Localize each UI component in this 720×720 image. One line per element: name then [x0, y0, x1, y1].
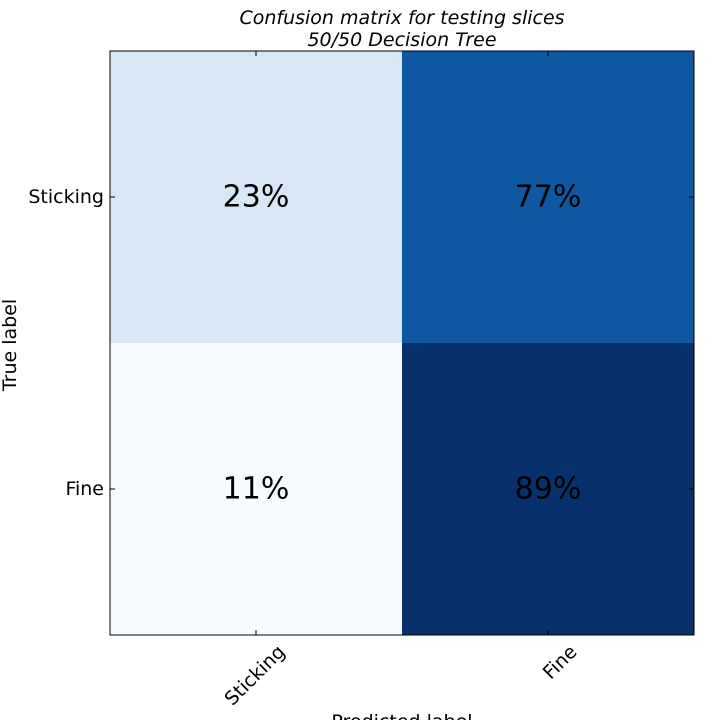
- cell-value-label: 89%: [515, 472, 582, 507]
- y-tick-labels: Sticking Fine: [28, 186, 104, 500]
- heatmap-cell: [110, 51, 402, 343]
- heatmap-cell-labels: 23% 77% 11% 89%: [223, 180, 582, 507]
- heatmap-cells: [110, 51, 694, 635]
- heatmap-cell: [110, 343, 402, 635]
- heatmap-cell: [402, 51, 694, 343]
- y-tick-label: Sticking: [28, 186, 104, 208]
- x-tick-label: Sticking: [221, 641, 290, 710]
- x-tick-labels: Sticking Fine: [221, 641, 582, 710]
- heatmap-cell: [402, 343, 694, 635]
- y-tick-label: Fine: [65, 478, 104, 500]
- x-tick-label: Fine: [539, 641, 582, 684]
- y-axis-label: True label: [0, 299, 21, 392]
- chart-subtitle: 50/50 Decision Tree: [307, 29, 496, 51]
- x-axis-label: Predicted label: [331, 711, 472, 720]
- chart-title: Confusion matrix for testing slices: [239, 7, 564, 29]
- plot-frame: [109, 50, 695, 636]
- axis-ticks: [110, 51, 694, 635]
- cell-value-label: 77%: [515, 180, 582, 215]
- cell-value-label: 23%: [223, 180, 290, 215]
- cell-value-label: 11%: [223, 472, 290, 507]
